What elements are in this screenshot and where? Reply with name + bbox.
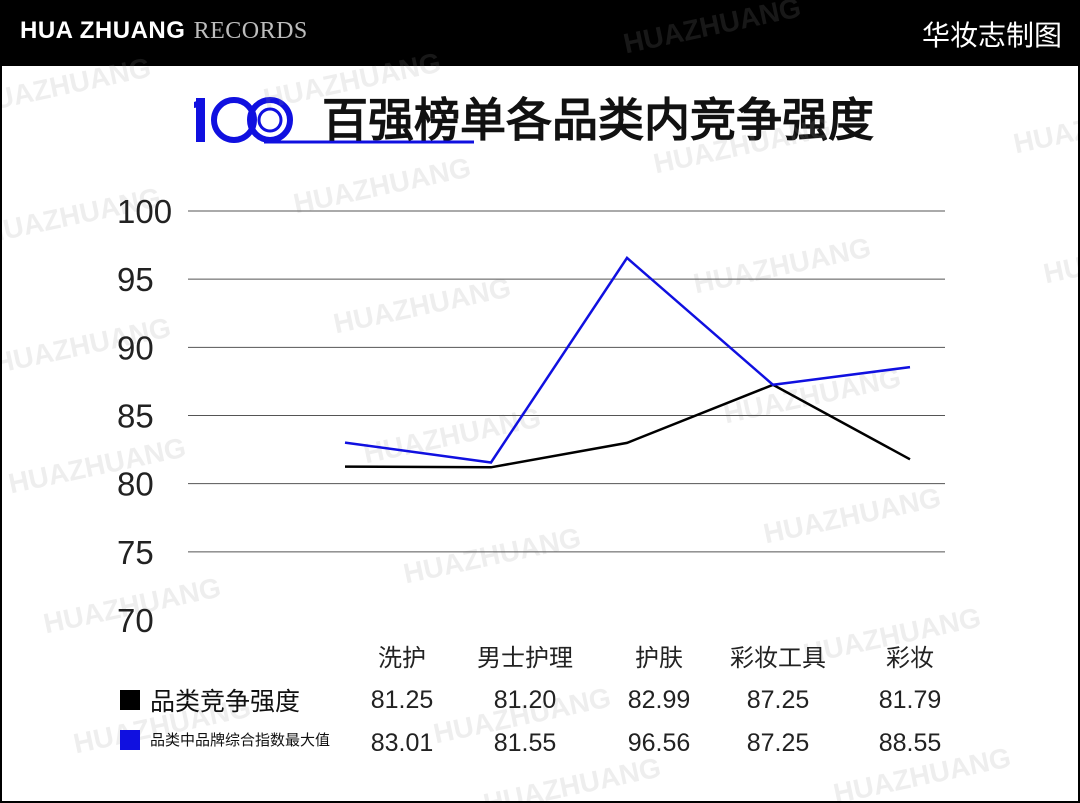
chart-credit: 华妆志制图 <box>921 19 1062 52</box>
x-category-label: 彩妆工具 <box>730 644 826 672</box>
y-tick-label: 85 <box>117 398 154 435</box>
series-line-2 <box>344 256 911 464</box>
y-tick-label: 90 <box>117 329 154 366</box>
data-value-label: 81.25 <box>371 686 434 714</box>
brand-logo: HUA ZHUANG RECORDS <box>20 16 308 45</box>
chart-title: 百强榜单各品类内竞争强度 <box>322 93 874 147</box>
y-tick-label: 75 <box>117 534 154 571</box>
legend-item-series-2: 品类中品牌综合指数最大值 <box>120 729 330 750</box>
legend-swatch-black <box>120 690 140 710</box>
data-value-label: 81.20 <box>494 686 557 714</box>
y-tick-label: 80 <box>117 466 154 503</box>
data-value-label: 87.25 <box>747 686 810 714</box>
series-line-1 <box>344 383 911 469</box>
data-value-label: 81.79 <box>879 686 942 714</box>
y-tick-label: 100 <box>117 193 172 230</box>
legend-label-series-1: 品类竞争强度 <box>150 687 301 716</box>
y-tick-label: 95 <box>117 261 154 298</box>
x-category-label: 彩妆 <box>886 644 934 672</box>
x-category-label: 男士护理 <box>477 644 573 672</box>
data-value-label: 83.01 <box>371 729 434 757</box>
x-category-label: 护肤 <box>635 644 683 672</box>
legend-swatch-blue <box>120 729 140 750</box>
data-value-label: 87.25 <box>747 729 810 757</box>
y-tick-label: 70 <box>117 602 154 639</box>
brand-primary: HUA ZHUANG <box>20 17 186 44</box>
legend-label-series-2: 品类中品牌综合指数最大值 <box>150 731 331 749</box>
brand-secondary: RECORDS <box>193 18 308 44</box>
x-category-label: 洗护 <box>378 644 426 672</box>
legend-item-series-1: 品类竞争强度 <box>120 682 300 718</box>
data-value-label: 88.55 <box>879 729 942 757</box>
data-value-label: 96.56 <box>628 729 691 757</box>
data-value-label: 82.99 <box>628 686 691 714</box>
hundred-logo-icon <box>194 97 474 144</box>
top-bar: HUA ZHUANG RECORDS 华妆志制图 <box>2 0 1078 66</box>
data-value-label: 81.55 <box>494 729 557 757</box>
